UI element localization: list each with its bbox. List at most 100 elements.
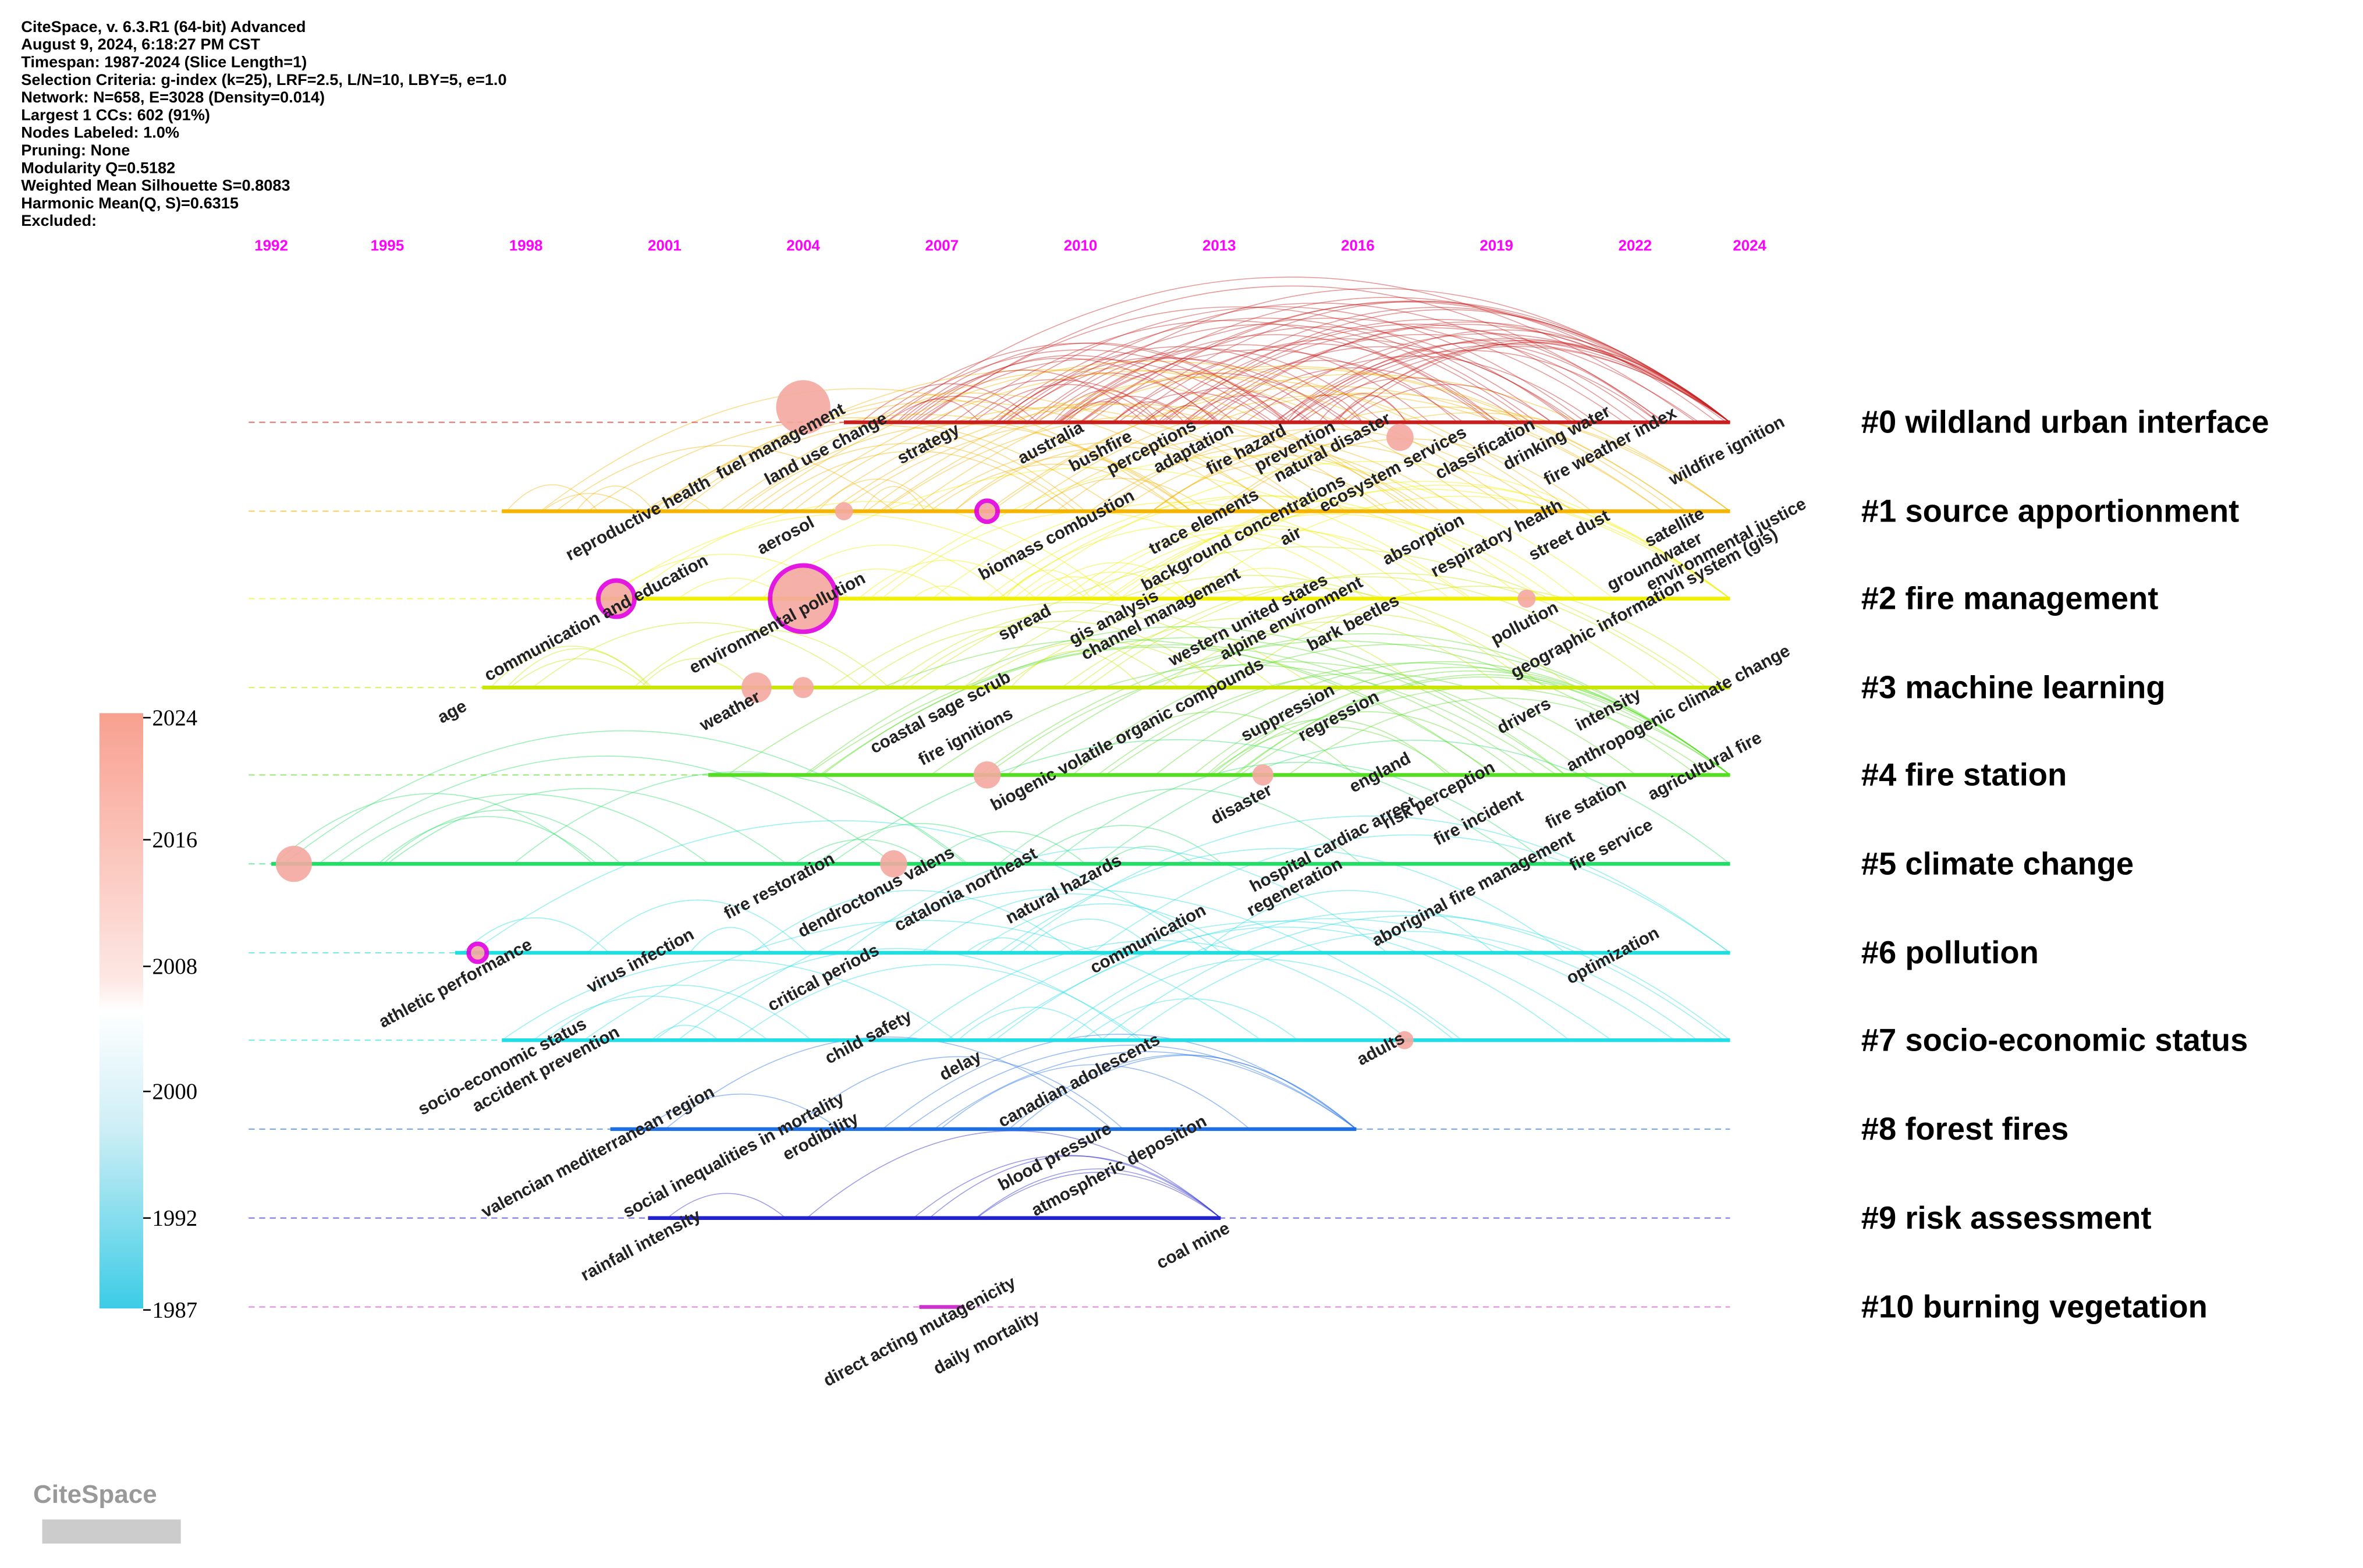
link-arc [1006,324,1531,423]
link-arc [1010,650,1143,688]
link-arc [555,445,895,512]
link-arc [1097,740,1730,864]
link-arc [1336,395,1407,423]
link-arc [1026,825,1223,864]
link-arc [649,414,1193,512]
link-arc [908,368,1676,512]
keyword-label: biomass combustion [975,486,1137,584]
logo: CiteSpace [33,1480,157,1509]
header-line: Timespan: 1987-2024 (Slice Length=1) [21,53,307,71]
cluster-label: #9 risk assessment [1861,1200,2152,1236]
link-arc [1110,338,1578,423]
link-arc [501,959,956,1041]
cluster-label: #6 pollution [1861,935,2039,970]
link-arc [1110,488,1730,599]
cluster-label: #7 socio-economic status [1861,1022,2248,1058]
link-arc [1005,569,1092,599]
link-arc [940,1064,1250,1130]
link-arc [1034,562,1197,599]
link-arc [1112,300,1730,423]
link-arc [1088,528,1468,599]
link-arc [1000,586,1575,688]
link-arc [906,357,1219,423]
link-arc [866,376,1573,512]
link-arc [1080,531,1385,599]
header-line: August 9, 2024, 6:18:27 PM CST [21,35,260,53]
link-arc [829,403,1424,512]
link-arc [821,647,1495,776]
header-line: Largest 1 CCs: 602 (91%) [21,105,210,123]
link-arc [1060,297,1718,423]
node [596,578,637,619]
link-arc [898,342,1287,423]
link-arc [462,917,610,953]
legend-label: 2024 [152,705,198,730]
link-arc [1216,367,1491,423]
link-arc [882,1034,1357,1130]
keyword-label: coal mine [1154,1218,1233,1273]
link-arc [1045,572,1183,599]
link-arc [1037,318,1624,423]
keyword-label: communication and education [481,551,711,685]
link-arc [1017,1055,1357,1130]
link-arc [998,847,1566,953]
node [275,846,312,882]
link-arc [908,546,1708,688]
link-arc [815,823,1026,864]
link-arc [587,417,1121,512]
link-arc [1012,461,1730,599]
link-arc [386,788,787,864]
link-arc [651,400,1257,512]
link-arc [1055,344,1431,423]
link-arc [640,658,752,688]
keyword-label: reproductive health [563,472,714,565]
keyword-label: adults [1354,1028,1408,1069]
link-arc [1144,307,1730,423]
link-arc [1143,319,1730,423]
link-arc [1055,392,1686,512]
link-arc [1009,1054,1357,1130]
link-arc [749,360,1561,512]
link-arc [963,574,1535,688]
link-arc [953,320,1499,423]
link-arc [1087,573,1697,688]
link-arc [966,306,1586,423]
link-arc [318,755,895,864]
link-arc [1177,585,1249,599]
link-arc [1032,478,1209,512]
link-arc [1166,324,1663,423]
link-arc [513,771,968,864]
link-arc [932,502,1421,599]
link-arc [471,820,1210,953]
keyword-label: virus infection [584,924,697,997]
node [974,498,1000,524]
header-line: Nodes Labeled: 1.0% [21,123,179,141]
cluster-label: #4 fire station [1861,757,2067,793]
link-arc [1124,931,1698,1041]
link-arc [727,638,1497,776]
link-arc [1052,389,1159,423]
link-arc [1207,321,1730,423]
link-arc [1155,661,1730,776]
header-line: Harmonic Mean(Q, S)=0.6315 [21,194,239,212]
link-arc [680,425,1086,512]
link-arc [995,927,1570,1041]
keyword-label: spread [995,601,1055,644]
link-arc [858,559,1037,599]
link-arc [968,640,1228,688]
link-arc [736,964,1143,1041]
link-arc [973,384,1159,423]
link-arc [905,940,1410,1041]
link-arc [1062,644,1730,776]
link-arc [1233,676,1730,776]
keyword-label: fire service [1566,815,1656,875]
link-arc [1332,340,1730,423]
node [880,850,907,878]
link-arc [1001,302,1635,423]
keyword-label: optimization [1563,923,1662,988]
link-arc [1051,761,1549,864]
link-arc [1216,711,1520,776]
link-arc [1318,393,1407,423]
link-arc [1119,481,1730,599]
link-arc [633,629,890,688]
